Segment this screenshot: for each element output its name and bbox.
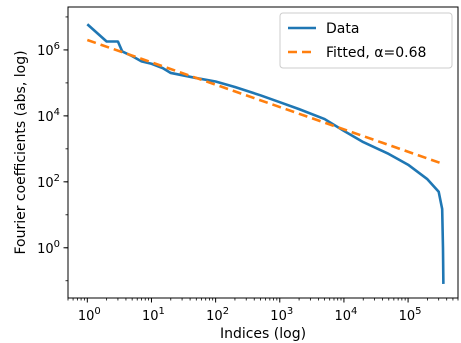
y-tick-label: 100 [37,239,60,257]
x-axis-label: Indices (log) [220,326,306,342]
y-axis-label: Fourier coefficients (abs, log) [13,50,29,254]
series-line-1 [86,38,444,166]
legend-label-1: Fitted, α=0.68 [326,45,426,61]
y-axis: 100 102 104 106 [37,16,68,282]
y-tick-label: 106 [37,41,60,59]
legend-box [279,12,453,69]
x-tick-label: 103 [270,306,293,324]
plot-frame [67,6,459,299]
x-tick-label: 100 [78,306,101,324]
x-axis: 100 101 102 103 104 105 [67,298,459,324]
x-tick-label: 104 [334,306,357,324]
x-tick-label: 101 [142,306,165,324]
plot-area [86,23,445,284]
x-tick-label: 102 [206,306,229,324]
legend: Data Fitted, α=0.68 [279,12,453,69]
y-tick-label: 104 [37,107,60,125]
x-tick-label: 105 [399,306,422,324]
legend-label-0: Data [326,21,359,37]
y-tick-label: 102 [37,173,60,191]
